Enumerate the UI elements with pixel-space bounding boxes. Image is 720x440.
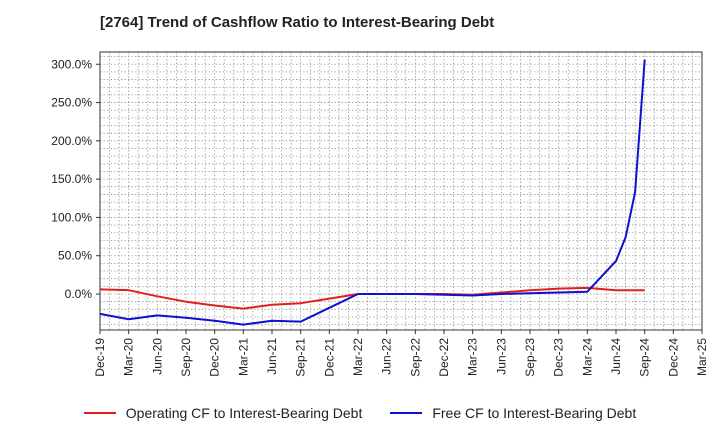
y-axis: 300.0% 250.0% 200.0% 150.0% 100.0% 50.0% 0.0% xyxy=(51,57,100,301)
x-tick-label: Sep-24 xyxy=(638,338,652,377)
legend-label-operating-cf: Operating CF to Interest-Bearing Debt xyxy=(125,405,363,421)
y-tick-label: 300.0% xyxy=(51,57,92,71)
legend-swatch-operating-cf xyxy=(83,412,116,414)
x-axis: Dec-19 Mar-20 Jun-20 Sep-20 Dec-20 Mar-21 Jun-… xyxy=(93,330,709,377)
x-tick-label: Sep-21 xyxy=(294,338,308,377)
x-tick-label: Dec-19 xyxy=(93,338,107,377)
legend-item-operating-cf: Operating CF to Interest-Bearing Debt xyxy=(83,405,363,421)
y-tick-label: 50.0% xyxy=(58,249,92,263)
x-tick-label: Mar-25 xyxy=(695,338,709,376)
x-tick-label: Jun-21 xyxy=(265,338,279,375)
x-tick-label: Dec-24 xyxy=(666,338,680,377)
x-tick-label: Dec-23 xyxy=(552,338,566,377)
chart-title: [2764] Trend of Cashflow Ratio to Intere… xyxy=(100,14,495,31)
series-lines xyxy=(99,59,646,326)
grid xyxy=(99,52,703,330)
x-tick-label: Mar-20 xyxy=(122,338,136,376)
x-tick-label: Jun-23 xyxy=(494,338,508,375)
legend: Operating CF to Interest-Bearing Debt Fr… xyxy=(0,405,720,421)
legend-item-free-cf: Free CF to Interest-Bearing Debt xyxy=(390,405,636,421)
y-tick-label: 200.0% xyxy=(51,134,92,148)
x-tick-label: Mar-22 xyxy=(351,338,365,376)
x-tick-label: Dec-20 xyxy=(208,338,222,377)
x-tick-label: Jun-20 xyxy=(150,338,164,375)
series-line-free-cf xyxy=(99,59,646,326)
plot-frame xyxy=(99,51,703,331)
y-tick-label: 250.0% xyxy=(51,96,92,110)
legend-label-free-cf: Free CF to Interest-Bearing Debt xyxy=(432,405,637,421)
series-line-operating-cf xyxy=(99,286,645,310)
x-tick-label: Jun-24 xyxy=(609,338,623,375)
y-tick-label: 100.0% xyxy=(51,210,92,224)
x-tick-label: Mar-21 xyxy=(236,338,250,376)
y-tick-label: 0.0% xyxy=(65,287,93,301)
x-tick-label: Mar-23 xyxy=(466,338,480,376)
x-tick-label: Sep-22 xyxy=(408,338,422,377)
x-tick-label: Dec-21 xyxy=(322,338,336,377)
x-tick-label: Dec-22 xyxy=(437,338,451,377)
x-tick-label: Sep-23 xyxy=(523,338,537,377)
x-tick-label: Jun-22 xyxy=(380,338,394,375)
x-tick-label: Sep-20 xyxy=(179,338,193,377)
legend-swatch-free-cf xyxy=(390,412,423,414)
x-tick-label: Mar-24 xyxy=(580,338,594,376)
y-tick-label: 150.0% xyxy=(51,172,92,186)
